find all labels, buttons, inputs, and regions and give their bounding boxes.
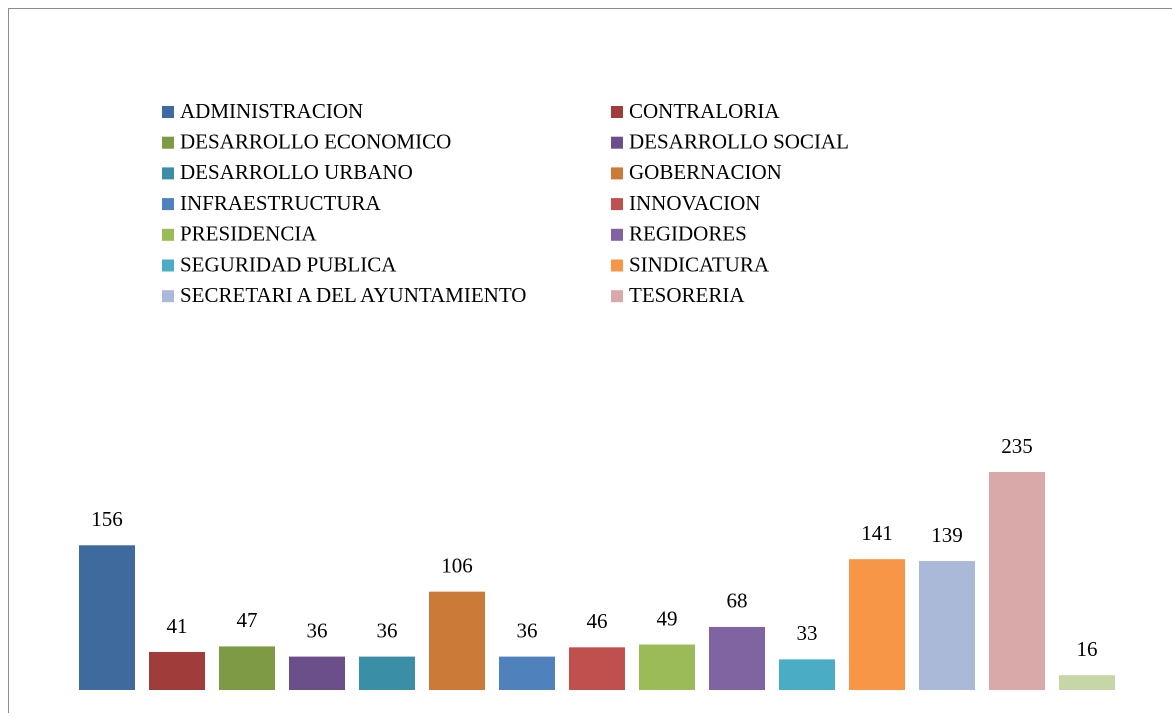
data-label: 68	[727, 589, 748, 613]
bar	[359, 657, 415, 690]
bar	[149, 652, 205, 690]
data-label: 156	[91, 507, 123, 531]
bar	[639, 645, 695, 690]
legend-swatch	[611, 260, 623, 272]
legend-swatch	[611, 106, 623, 118]
data-label: 16	[1077, 637, 1098, 661]
legend-swatch	[611, 290, 623, 302]
data-label: 106	[441, 553, 473, 577]
bar	[499, 657, 555, 690]
legend-label: REGIDORES	[629, 222, 747, 246]
bar	[919, 561, 975, 690]
legend-label: DESARROLLO URBANO	[180, 160, 413, 184]
legend-swatch	[162, 137, 174, 149]
legend-label: TESORERIA	[629, 283, 745, 307]
legend-label: PRESIDENCIA	[180, 222, 317, 246]
legend-label: INNOVACION	[629, 191, 760, 215]
data-label: 49	[657, 606, 678, 630]
legend-label: CONTRALORIA	[629, 99, 780, 123]
bar	[709, 627, 765, 690]
legend-label: GOBERNACION	[629, 160, 782, 184]
bar	[79, 545, 135, 690]
data-label: 139	[931, 523, 963, 547]
legend-label: DESARROLLO SOCIAL	[629, 130, 849, 154]
legend-label: SECRETARI A DEL AYUNTAMIENTO	[180, 283, 526, 307]
bar	[429, 592, 485, 690]
data-label: 141	[861, 521, 893, 545]
legend-swatch	[162, 229, 174, 241]
legend-swatch	[611, 137, 623, 149]
data-label: 47	[237, 608, 258, 632]
bar	[569, 647, 625, 690]
bar	[849, 559, 905, 690]
data-label: 235	[1001, 434, 1033, 458]
bar	[289, 657, 345, 690]
bar	[219, 646, 275, 690]
legend-swatch	[162, 167, 174, 179]
legend-swatch	[611, 198, 623, 210]
data-label: 36	[517, 618, 538, 642]
legend-label: INFRAESTRUCTURA	[180, 191, 382, 215]
legend-label: ADMINISTRACION	[180, 99, 363, 123]
data-label: 33	[797, 621, 818, 645]
legend-swatch	[162, 106, 174, 118]
data-label: 46	[587, 609, 608, 633]
legend-swatch	[611, 229, 623, 241]
data-label: 36	[307, 618, 328, 642]
legend-label: SINDICATURA	[629, 252, 770, 276]
legend-label: SEGURIDAD PUBLICA	[180, 252, 397, 276]
bar	[779, 659, 835, 690]
legend-swatch	[611, 167, 623, 179]
bar	[989, 472, 1045, 690]
legend-label: DESARROLLO ECONOMICO	[180, 130, 451, 154]
bar	[1059, 675, 1115, 690]
legend-swatch	[162, 260, 174, 272]
legend-swatch	[162, 290, 174, 302]
data-label: 41	[167, 614, 188, 638]
legend-swatch	[162, 198, 174, 210]
data-label: 36	[377, 618, 398, 642]
